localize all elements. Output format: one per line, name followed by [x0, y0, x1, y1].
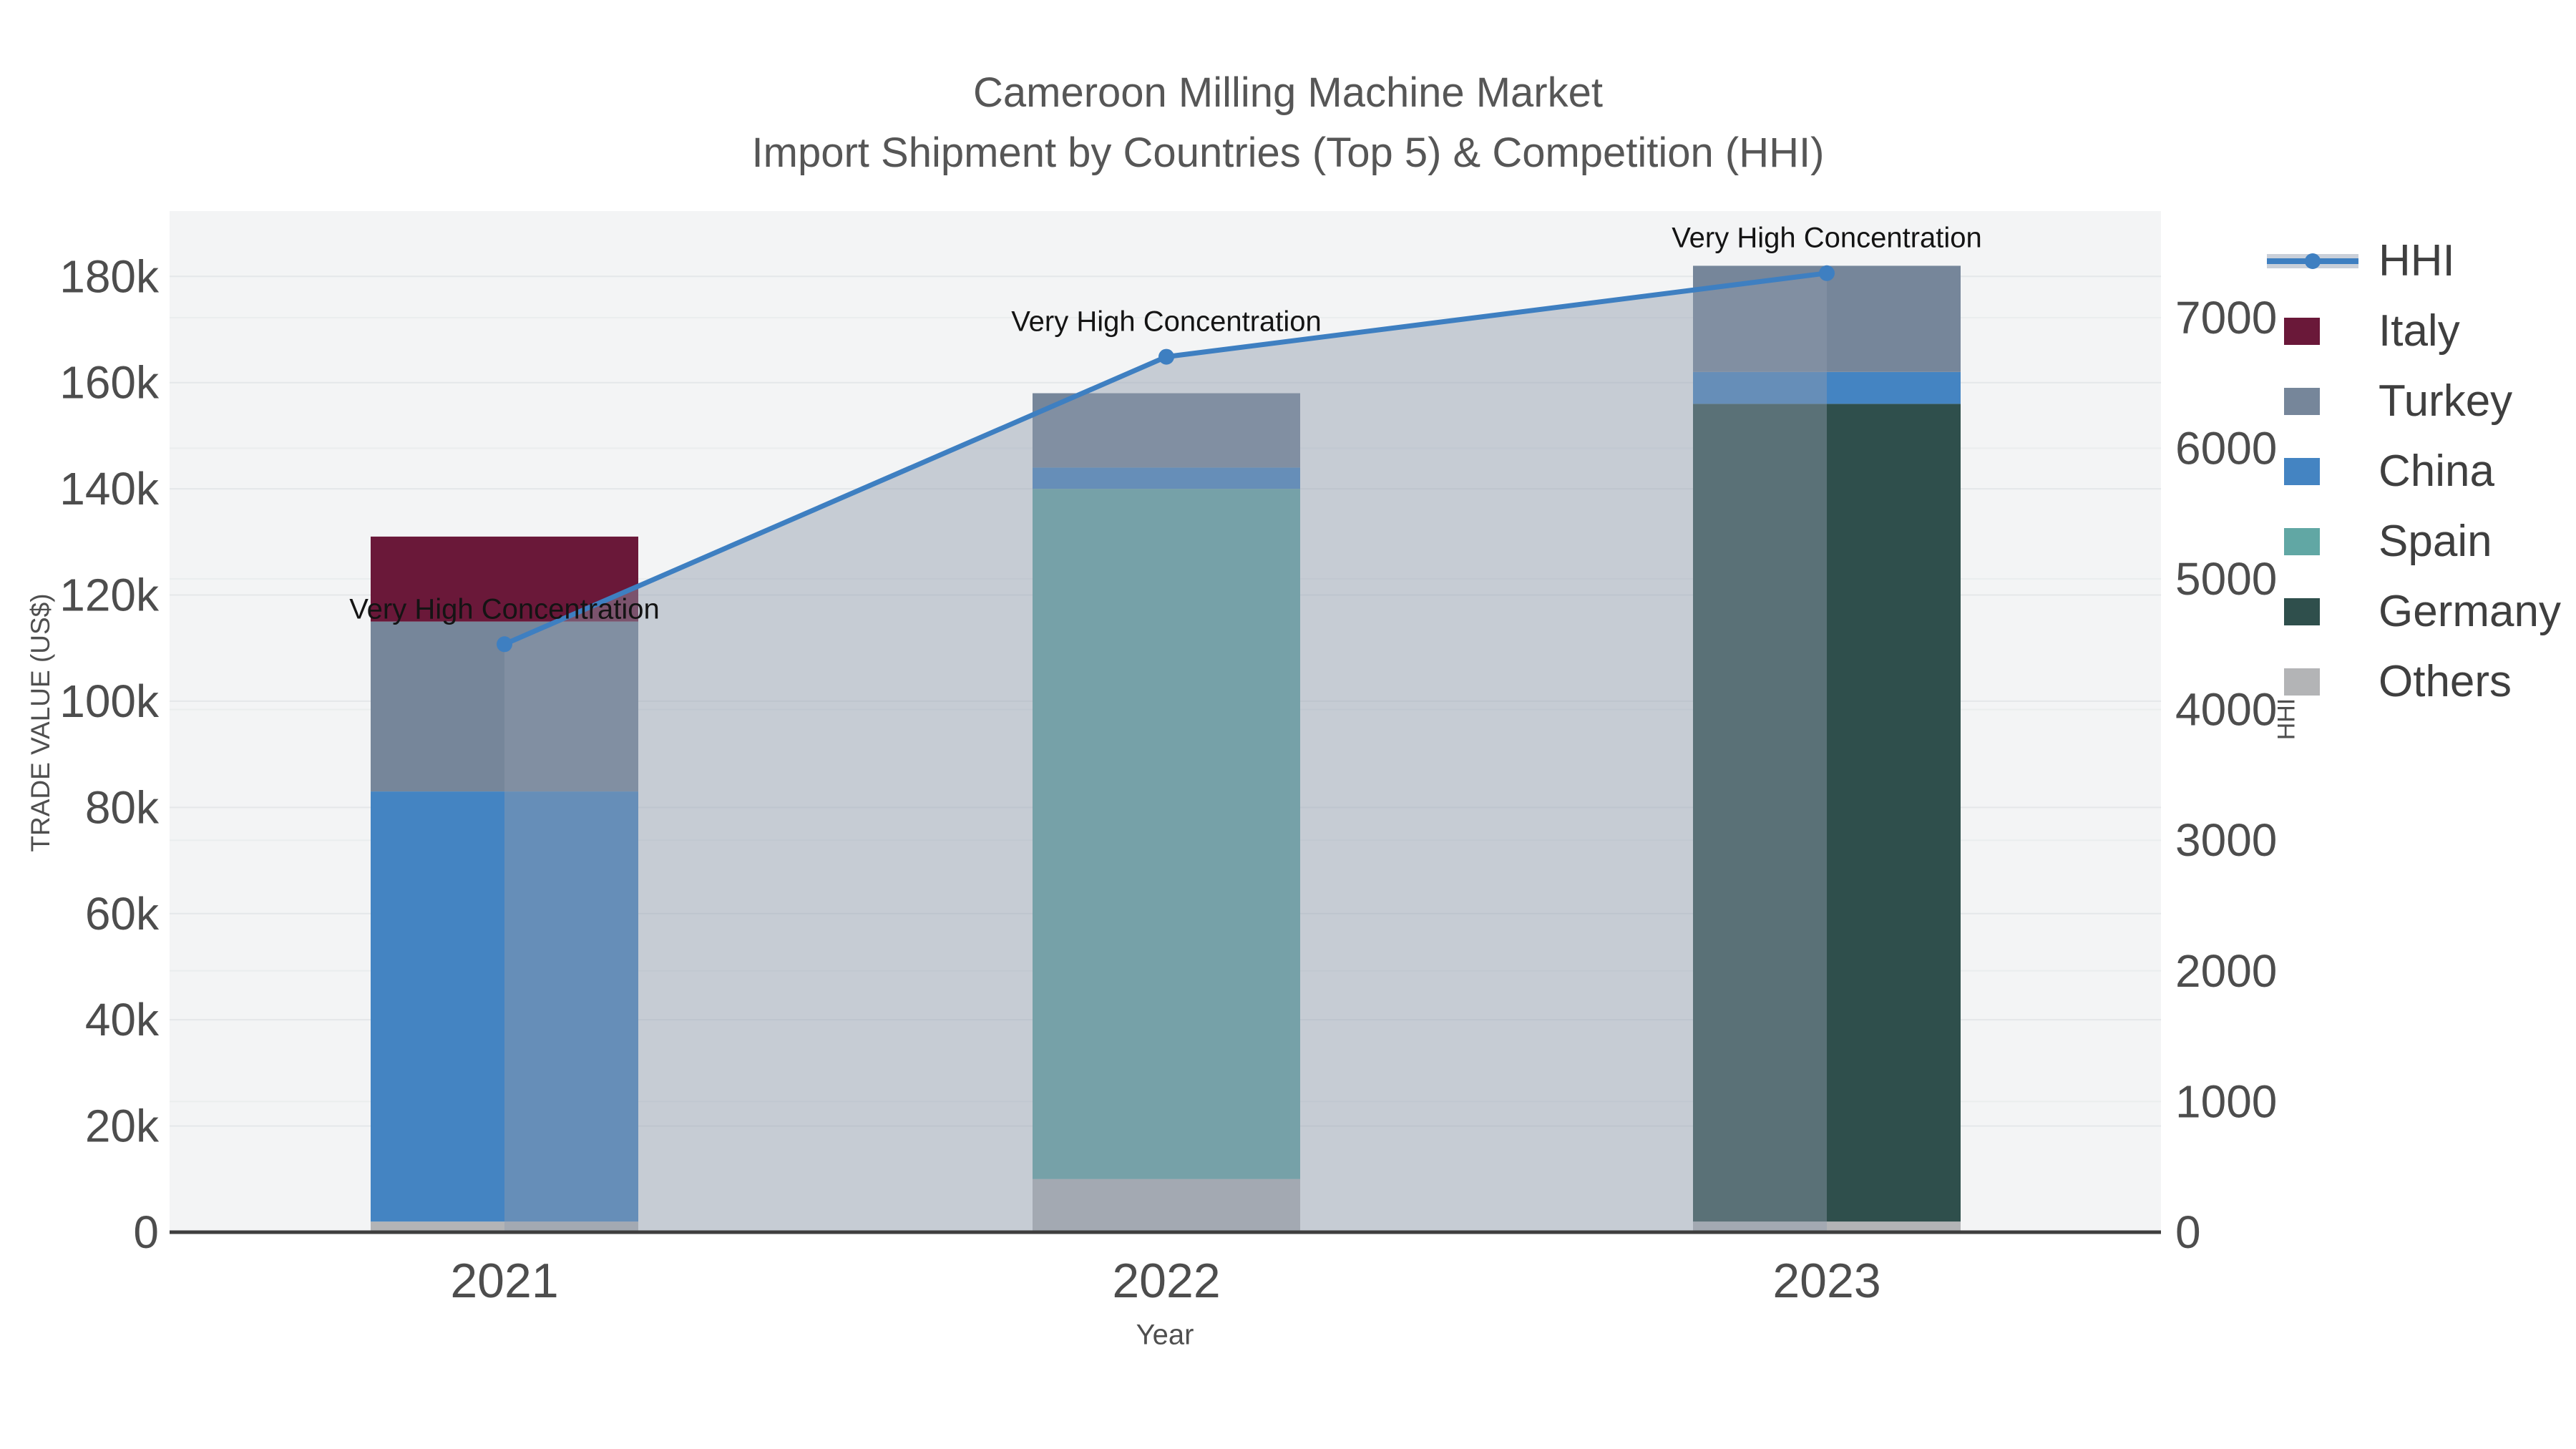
- x-tick-2023: 2023: [1772, 1254, 1880, 1308]
- chart-subtitle: Import Shipment by Countries (Top 5) & C…: [751, 130, 1825, 176]
- left-tick-160k: 160k: [59, 357, 160, 409]
- legend-swatch-icon: [2267, 589, 2358, 635]
- left-tick-180k: 180k: [59, 250, 160, 302]
- legend-label: Spain: [2379, 517, 2492, 566]
- bar-segment-others-2021[interactable]: [371, 1221, 638, 1232]
- legend-item-germany[interactable]: Germany: [2267, 589, 2561, 635]
- bar-segment-germany-2023[interactable]: [1693, 404, 1961, 1222]
- x-tick-2021: 2021: [450, 1254, 558, 1308]
- legend-swatch-icon: [2267, 379, 2358, 424]
- legend-label: Italy: [2379, 306, 2460, 356]
- legend-item-spain[interactable]: Spain: [2267, 519, 2561, 565]
- legend-label: Germany: [2379, 587, 2561, 636]
- right-tick-7000: 7000: [2175, 292, 2277, 343]
- left-tick-40k: 40k: [85, 994, 160, 1045]
- left-tick-100k: 100k: [59, 675, 160, 727]
- left-tick-80k: 80k: [85, 781, 160, 833]
- annotation-2023: Very High Concentration: [1672, 223, 1982, 254]
- right-tick-5000: 5000: [2175, 553, 2277, 605]
- bar-segment-turkey-2022[interactable]: [1033, 393, 1300, 468]
- legend-item-others[interactable]: Others: [2267, 659, 2561, 705]
- left-tick-20k: 20k: [85, 1101, 160, 1152]
- legend-label: Others: [2379, 657, 2512, 706]
- bar-segment-others-2023[interactable]: [1693, 1221, 1961, 1232]
- right-tick-0: 0: [2175, 1206, 2201, 1258]
- left-tick-0: 0: [133, 1206, 159, 1258]
- legend-label: HHI: [2379, 236, 2455, 286]
- legend-label: Turkey: [2379, 376, 2513, 426]
- legend-swatch-icon: [2267, 308, 2358, 354]
- left-tick-60k: 60k: [85, 888, 160, 940]
- legend-item-china[interactable]: China: [2267, 449, 2561, 494]
- annotation-2021: Very High Concentration: [349, 593, 660, 625]
- hhi-marker-2021[interactable]: [497, 636, 512, 653]
- right-tick-4000: 4000: [2175, 684, 2277, 736]
- left-axis-title: TRADE VALUE (US$): [26, 593, 55, 852]
- hhi-line-icon: [2267, 238, 2358, 284]
- left-tick-140k: 140k: [59, 463, 160, 514]
- bar-segment-others-2022[interactable]: [1033, 1179, 1300, 1232]
- bar-segment-china-2022[interactable]: [1033, 467, 1300, 489]
- hhi-marker-2022[interactable]: [1158, 348, 1174, 365]
- right-tick-1000: 1000: [2175, 1075, 2277, 1127]
- right-tick-6000: 6000: [2175, 422, 2277, 474]
- hhi-area-fill: [504, 273, 1827, 1233]
- legend-swatch-icon: [2267, 519, 2358, 565]
- legend-label: China: [2379, 447, 2494, 496]
- right-tick-2000: 2000: [2175, 945, 2277, 997]
- legend: HHI Italy Turkey China Spain Germany Others: [2267, 238, 2561, 705]
- bar-segment-spain-2022[interactable]: [1033, 489, 1300, 1179]
- right-tick-3000: 3000: [2175, 814, 2277, 866]
- legend-swatch-icon: [2267, 659, 2358, 705]
- annotation-2022: Very High Concentration: [1011, 306, 1322, 338]
- x-tick-2022: 2022: [1112, 1254, 1220, 1308]
- legend-item-hhi[interactable]: HHI: [2267, 238, 2561, 284]
- hhi-marker-2023[interactable]: [1819, 265, 1835, 281]
- chart-title: Cameroon Milling Machine Market: [973, 69, 1603, 116]
- bar-segment-china-2021[interactable]: [371, 791, 638, 1222]
- legend-item-turkey[interactable]: Turkey: [2267, 379, 2561, 424]
- legend-swatch-icon: [2267, 449, 2358, 494]
- legend-item-italy[interactable]: Italy: [2267, 308, 2561, 354]
- bar-segment-china-2023[interactable]: [1693, 371, 1961, 404]
- x-axis-title: Year: [1136, 1319, 1194, 1351]
- left-tick-120k: 120k: [59, 570, 160, 621]
